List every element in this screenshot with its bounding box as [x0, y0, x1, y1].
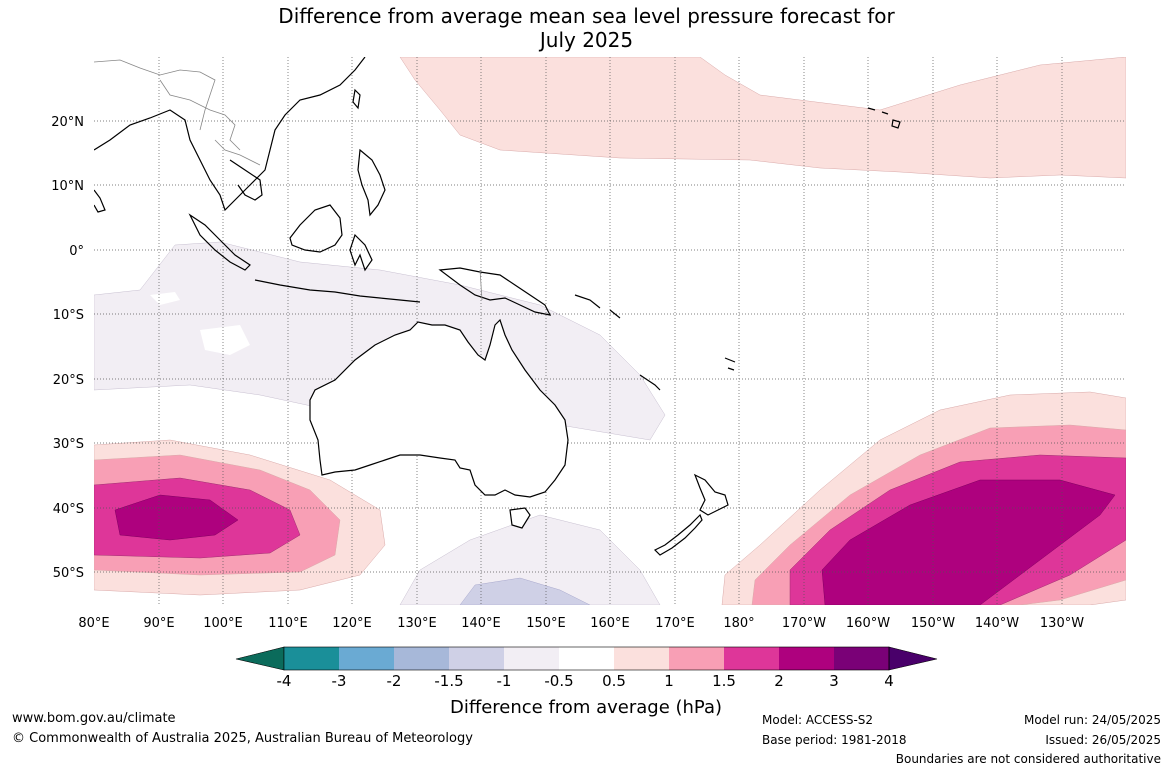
colorbar-tick: -1.5 [434, 672, 463, 690]
indochina-coastline [229, 159, 263, 201]
lat-label: 10°N [51, 179, 84, 194]
colorbar-segment [669, 647, 724, 670]
colorbar-max-arrow [888, 646, 938, 671]
country-borders [94, 59, 483, 301]
new-zealand-south-island [653, 513, 703, 556]
footer-disclaimer: Boundaries are not considered authoritat… [895, 752, 1161, 766]
colorbar-segment [559, 647, 614, 670]
colorbar-tick: -0.5 [544, 672, 573, 690]
taiwan-coastline [352, 88, 361, 110]
colorbar-tick: -3 [332, 672, 347, 690]
chart-title: Difference from average mean sea level p… [0, 4, 1173, 52]
colorbar-min-arrow [235, 646, 285, 671]
colorbar-tick: -4 [277, 672, 292, 690]
longitude-labels: 80°E 90°E 100°E 110°E 120°E 130°E 140°E … [78, 616, 1084, 631]
asia-mainland-coastline [94, 57, 366, 212]
footer-model: Model: ACCESS-S2 [762, 713, 874, 727]
fiji-islands [724, 357, 736, 371]
lon-label: 140°E [461, 616, 501, 631]
colorbar-segment [394, 647, 449, 670]
lon-label: 130°W [1040, 616, 1084, 631]
colorbar-tick: 0.5 [602, 672, 626, 690]
colorbar-segment [834, 647, 889, 670]
colorbar-outline [283, 646, 890, 671]
colorbar-segment [504, 647, 559, 670]
lat-label: 40°S [53, 502, 84, 517]
solomon-islands [574, 294, 621, 319]
lat-label: 50°S [53, 566, 84, 581]
colorbar-segment [339, 647, 394, 670]
gridlines [94, 57, 1126, 605]
new-caledonia [639, 374, 661, 391]
java-coastline [254, 279, 421, 303]
anomaly-pacific-pos-2 [821, 479, 1116, 605]
lon-label: 140°W [975, 616, 1019, 631]
colorbar-segment [779, 647, 834, 670]
lat-label: 10°S [53, 308, 84, 323]
colorbar-tick-labels: -4 -3 -2 -1.5 -1 -0.5 0.5 1 1.5 2 3 4 [277, 672, 894, 690]
colorbar-svg: -4 -3 -2 -1.5 -1 -0.5 0.5 1 1.5 2 3 4 Di… [235, 646, 938, 718]
hawaii-coastline [867, 107, 901, 129]
new-zealand-north-island [693, 473, 729, 516]
title-line-1: Difference from average mean sea level p… [278, 4, 895, 28]
colorbar-tick: 1 [664, 672, 674, 690]
lon-label: 130°E [397, 616, 437, 631]
footer-copyright: © Commonwealth of Australia 2025, Austra… [12, 731, 473, 746]
philippines-coastline [357, 148, 386, 217]
lon-label: 160°W [846, 616, 890, 631]
new-guinea-coastline [438, 267, 552, 316]
colorbar-segment [284, 647, 339, 670]
map-panel: 80°E 90°E 100°E 110°E 120°E 130°E 140°E … [51, 57, 1126, 631]
footer-model-run: Model run: 24/05/2025 [1023, 713, 1161, 727]
colorbar-tick: 1.5 [712, 672, 736, 690]
sumatra-coastline [188, 213, 251, 271]
tasmania-coastline [509, 507, 531, 529]
colorbar-segment [614, 647, 669, 670]
lon-label: 150°E [526, 616, 566, 631]
sulawesi-coastline [349, 233, 373, 272]
colorbar-tick: 4 [884, 672, 894, 690]
lon-label: 150°W [911, 616, 955, 631]
lon-label: 180° [723, 616, 754, 631]
lat-label: 20°S [53, 373, 84, 388]
colorbar-tick: -1 [497, 672, 512, 690]
anomaly-north-pacific-pos-0-5 [399, 57, 1126, 179]
anomaly-south-neg-1 [459, 577, 591, 605]
lat-label: 30°S [53, 437, 84, 452]
lon-label: 170°E [655, 616, 695, 631]
anomaly-indian-pos-2 [114, 494, 239, 541]
map-svg: 80°E 90°E 100°E 110°E 120°E 130°E 140°E … [51, 57, 1126, 631]
anomaly-hole-2 [150, 292, 180, 305]
title-line-2: July 2025 [539, 28, 634, 52]
lon-label: 90°E [143, 616, 174, 631]
lat-label: 0° [69, 244, 84, 259]
colorbar: -4 -3 -2 -1.5 -1 -0.5 0.5 1 1.5 2 3 4 Di… [235, 646, 938, 718]
lon-label: 120°E [332, 616, 372, 631]
footer-issued: Issued: 26/05/2025 [1045, 733, 1161, 747]
colorbar-tick: 2 [774, 672, 784, 690]
lon-label: 160°E [590, 616, 630, 631]
colorbar-label: Difference from average (hPa) [450, 697, 722, 718]
footer-base-period: Base period: 1981-2018 [762, 733, 907, 747]
colorbar-segment [724, 647, 779, 670]
colorbar-segment [449, 647, 504, 670]
lon-label: 100°E [203, 616, 243, 631]
footer-website: www.bom.gov.au/climate [12, 711, 176, 726]
sri-lanka-coastline [94, 189, 106, 213]
lon-label: 170°W [782, 616, 826, 631]
latitude-labels: 20°N 10°N 0° 10°S 20°S 30°S 40°S 50°S [51, 115, 84, 581]
colorbar-tick: -2 [387, 672, 402, 690]
lon-label: 110°E [268, 616, 308, 631]
lon-label: 80°E [78, 616, 109, 631]
lat-label: 20°N [51, 115, 84, 130]
colorbar-tick: 3 [829, 672, 839, 690]
borneo-coastline [289, 204, 343, 253]
anomaly-south-neg-0-5 [399, 514, 661, 605]
coastlines [94, 57, 901, 556]
anomaly-hole-1 [200, 325, 250, 355]
australia-coastline [309, 318, 569, 498]
